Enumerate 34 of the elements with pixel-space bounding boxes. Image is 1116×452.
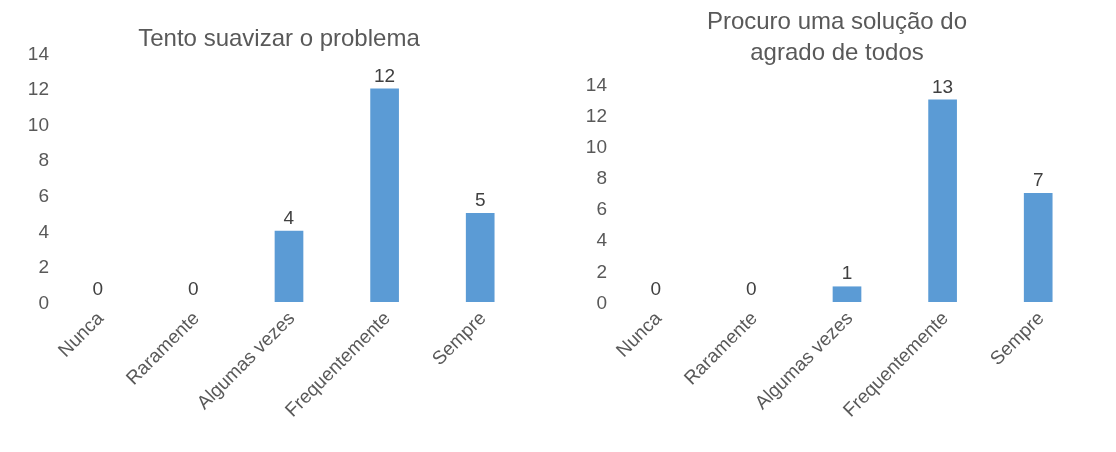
y-tick-label: 12 [27, 78, 49, 100]
data-label: 0 [650, 278, 662, 299]
y-tick-label: 2 [596, 260, 607, 282]
chart-title: Procuro uma solução do agrado de todos [706, 6, 968, 65]
y-tick-label: 8 [38, 149, 49, 171]
bar [1023, 193, 1053, 302]
data-label: 12 [374, 64, 396, 86]
data-label: 0 [92, 278, 104, 299]
data-label: 5 [474, 189, 486, 211]
bar [274, 230, 304, 302]
y-tick-label: 0 [596, 291, 607, 313]
data-label: 0 [188, 278, 199, 299]
y-tick-label: 14 [27, 42, 50, 64]
y-tick-label: 2 [38, 256, 49, 278]
y-tick-label: 0 [38, 291, 49, 313]
data-label: 13 [932, 75, 954, 97]
data-label: 7 [1032, 169, 1044, 190]
y-tick-label: 10 [27, 113, 49, 135]
data-label: 0 [746, 278, 757, 299]
y-tick-label: 10 [585, 135, 607, 157]
data-label: 4 [283, 206, 295, 228]
y-tick-label: 6 [596, 198, 607, 220]
bar [465, 213, 495, 302]
y-tick-label: 12 [585, 104, 607, 126]
y-tick-label: 8 [596, 167, 607, 189]
bar [928, 99, 957, 302]
bar [370, 88, 399, 302]
y-tick-label: 4 [596, 229, 608, 251]
data-label: 1 [841, 262, 853, 284]
chart-title: Tento suavizar o problema [138, 23, 421, 51]
y-tick-label: 6 [38, 184, 49, 206]
bar [832, 286, 862, 302]
y-tick-label: 14 [585, 73, 608, 95]
y-tick-label: 4 [38, 220, 50, 242]
